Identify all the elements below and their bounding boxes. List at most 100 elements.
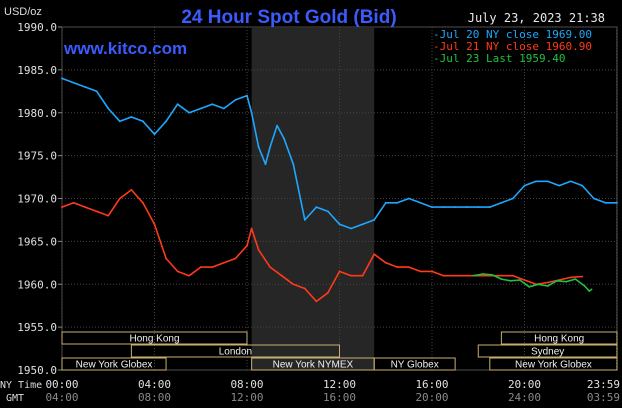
series-point-1: [130, 189, 133, 191]
series-point-0: [165, 120, 167, 123]
series-point-0: [558, 184, 561, 187]
series-point-0: [234, 98, 237, 101]
series-point-1: [234, 257, 237, 260]
y-axis: 1950.0 1955.0 1960.0 1965.0 1970.0 1975.0 1980…: [17, 21, 62, 377]
series-point-2: [546, 285, 549, 287]
y-tick-label: 1985.0: [17, 64, 57, 77]
series-point-2: [491, 273, 494, 276]
series-point-0: [465, 206, 468, 208]
market-session-box: [373, 357, 456, 371]
x-tick-label-ny: 08:00: [230, 378, 263, 391]
market-sessions: Hong Kong Hong Kong London Sydney New York G…: [61, 331, 618, 371]
series-point-0: [257, 146, 260, 148]
series-point-1: [512, 274, 514, 277]
series-point-1: [176, 270, 179, 273]
series-point-1: [153, 223, 156, 226]
series-point-2: [472, 274, 475, 277]
legend-item-jul21: -Jul 21 NY close 1960.90: [433, 40, 592, 53]
series-point-1: [222, 261, 225, 264]
series-point-1: [165, 257, 167, 260]
series-point-0: [264, 163, 267, 166]
market-session-label: New York Globex: [76, 360, 153, 371]
series-point-1: [246, 244, 248, 247]
series-point-1: [199, 266, 202, 268]
market-session-label: New York Globex: [515, 360, 592, 371]
series-point-0: [130, 116, 133, 118]
series-point-0: [222, 107, 225, 110]
market-session-box: [477, 344, 618, 358]
x-axis: 00:0004:0004:0008:0008:0012:0012:0016:00…: [45, 378, 620, 404]
series-point-1: [257, 249, 260, 251]
series-point-1: [315, 300, 318, 303]
series-point-1: [523, 279, 526, 281]
y-tick-label: 1950.0: [17, 364, 57, 377]
series-point-0: [604, 201, 607, 204]
series-point-1: [303, 287, 306, 290]
series-point-1: [419, 270, 422, 273]
series-point-1: [95, 210, 98, 213]
series-point-0: [199, 107, 202, 110]
series-point-1: [569, 276, 572, 279]
series-point-0: [361, 223, 364, 226]
series-point-0: [338, 223, 341, 226]
series-point-2: [574, 278, 577, 281]
series-point-0: [616, 201, 618, 204]
series-point-1: [118, 197, 121, 200]
series-point-1: [188, 274, 191, 277]
x-tick-label-gmt: 24:00: [508, 391, 541, 404]
ny-time-label: NY Time: [0, 380, 42, 391]
series-point-1: [327, 291, 329, 294]
series-point-0: [396, 201, 399, 204]
series-point-2: [481, 273, 484, 275]
series-point-1: [107, 214, 110, 217]
series-point-1: [431, 270, 433, 273]
x-tick-label-ny: 23:59: [587, 378, 620, 391]
series-point-0: [176, 103, 179, 106]
series-point-0: [419, 201, 422, 204]
series-point-1: [373, 253, 376, 256]
series-point-0: [569, 180, 572, 183]
series-point-1: [442, 274, 445, 277]
market-session-box: [130, 344, 340, 358]
series-point-0: [276, 124, 278, 127]
series-point-1: [269, 266, 272, 268]
series-point-0: [250, 111, 253, 114]
y-tick-label: 1960.0: [17, 278, 57, 291]
series-point-1: [396, 266, 399, 268]
series-point-0: [546, 180, 549, 183]
series-point-0: [315, 206, 318, 208]
series-point-0: [535, 180, 537, 183]
price-series: [61, 77, 618, 303]
series-point-0: [292, 163, 295, 166]
nymex-session-band: [251, 27, 375, 370]
series-point-0: [327, 210, 329, 213]
series-point-1: [84, 206, 87, 208]
x-tick-label-gmt: 03:59: [587, 391, 620, 404]
series-point-2: [528, 285, 531, 288]
series-point-2: [509, 279, 512, 282]
series-point-1: [250, 227, 253, 230]
series-point-1: [407, 266, 410, 268]
y-tick-label: 1980.0: [17, 107, 57, 120]
series-point-0: [373, 219, 376, 221]
series-point-0: [431, 206, 433, 208]
market-session-label: New York NYMEX: [273, 360, 354, 371]
series-point-0: [246, 94, 248, 97]
chart-title: 24 Hour Spot Gold (Bid): [181, 7, 396, 28]
series-point-0: [581, 184, 584, 187]
series-point-2: [518, 279, 521, 281]
market-session-box: [61, 331, 248, 345]
series-point-1: [500, 274, 503, 277]
series-point-0: [384, 201, 387, 204]
series-point-1: [581, 275, 584, 278]
series-point-2: [590, 288, 593, 291]
series-point-0: [488, 206, 491, 208]
x-tick-label-ny: 04:00: [138, 378, 171, 391]
series-point-0: [72, 81, 75, 84]
series-point-0: [283, 137, 285, 140]
series-point-1: [465, 274, 468, 277]
x-tick-label-gmt: 12:00: [230, 391, 263, 404]
series-point-1: [546, 281, 549, 284]
series-point-1: [61, 206, 63, 208]
